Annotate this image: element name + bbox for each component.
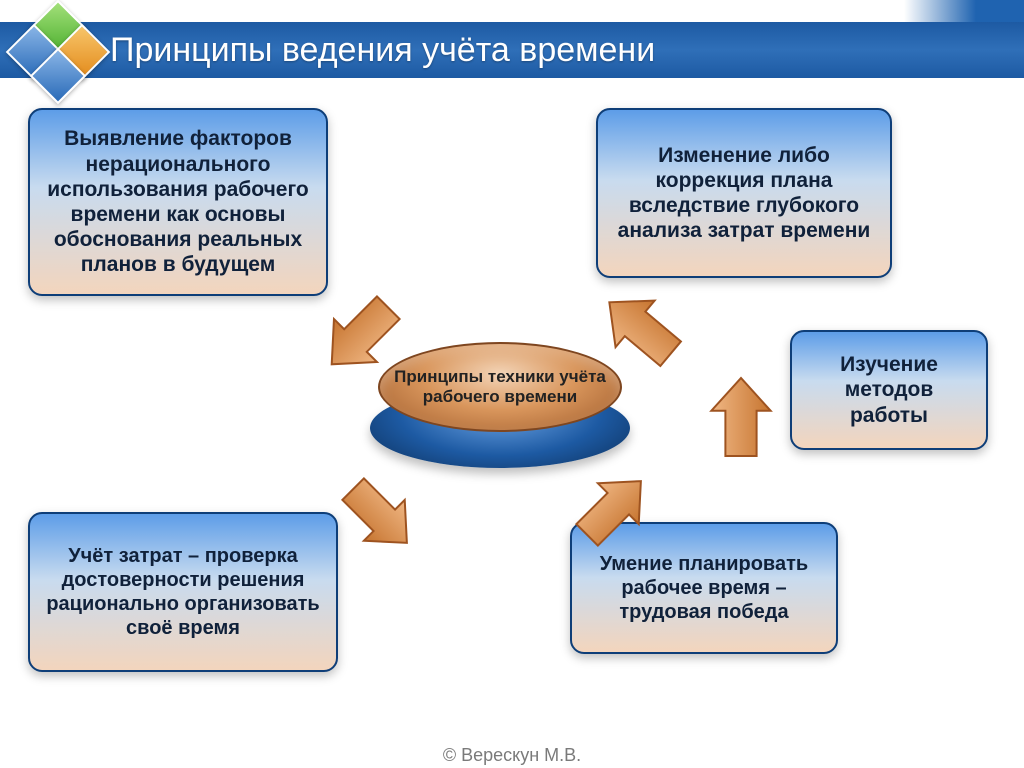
- arr-methods-shape: [711, 378, 770, 456]
- arr-costs-shape: [333, 469, 428, 564]
- footer-credit: © Верескун М.В.: [0, 745, 1024, 766]
- center-top-oval: Принципы техники учёта рабочего времени: [378, 342, 622, 432]
- diagram-stage: Выявление факторов нерационального испол…: [0, 78, 1024, 768]
- box-methods: Изучение методов работы: [790, 330, 988, 450]
- box-factors-label: Выявление факторов нерационального испол…: [42, 126, 314, 277]
- box-plan-label: Изменение либо коррекция плана вследстви…: [610, 143, 878, 244]
- center-node: Принципы техники учёта рабочего времени: [370, 338, 630, 468]
- box-costs-label: Учёт затрат – проверка достоверности реш…: [42, 544, 324, 640]
- box-costs: Учёт затрат – проверка достоверности реш…: [28, 512, 338, 672]
- page-title: Принципы ведения учёта времени: [110, 31, 655, 70]
- box-skill-label: Умение планировать рабочее время – трудо…: [584, 552, 824, 624]
- title-bar: Принципы ведения учёта времени: [0, 22, 1024, 78]
- center-label: Принципы техники учёта рабочего времени: [380, 367, 620, 406]
- arr-costs: [326, 462, 433, 569]
- box-factors: Выявление факторов нерационального испол…: [28, 108, 328, 296]
- box-methods-label: Изучение методов работы: [804, 352, 974, 428]
- arr-methods: [702, 378, 780, 456]
- box-plan: Изменение либо коррекция плана вследстви…: [596, 108, 892, 278]
